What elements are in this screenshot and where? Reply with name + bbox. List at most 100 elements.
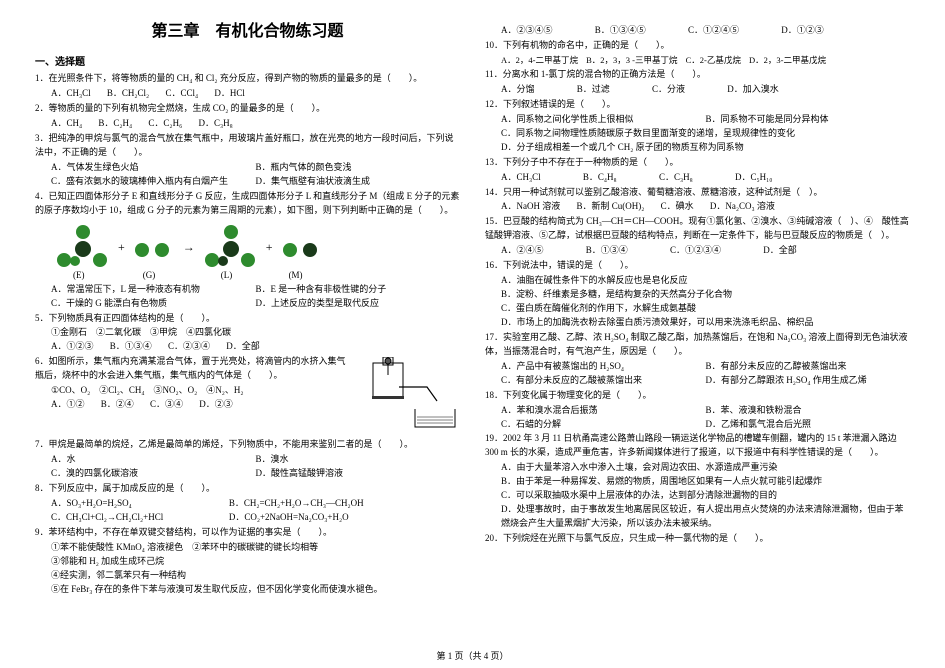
q3-opt-c: C．盛有浓氨水的玻璃棒伸入瓶内有白烟产生: [51, 175, 256, 189]
q2-opt-c: C．C₂H₆: [148, 117, 182, 131]
q6-opt-b: B．②④: [101, 398, 134, 412]
q2-opt-d: D．C₃H₈: [198, 117, 232, 131]
question-17: 17．实验室用乙酸、乙醇、浓 H₂SO₄ 制取乙酸乙酯，加热蒸馏后，在饱和 Na…: [485, 331, 910, 359]
q11-opt-c: C．分液: [652, 83, 685, 97]
q9-sub1: ①苯不能使酸性 KMnO₄ 溶液褪色 ②苯环中的碳碳键的键长均相等: [35, 541, 460, 555]
q19-opt-b: B．由于苯是一种易挥发、易燃的物质，周围地区如果有一人点火就可能引起爆炸: [485, 475, 910, 489]
q7-opt-b: B．溴水: [256, 453, 461, 467]
q5-opt-a: A．①②③: [51, 340, 94, 354]
q12-opt-d: D．分子组成相差一个或几个 CH₂ 原子团的物质互称为同系物: [501, 141, 910, 155]
molecule-l-icon: (L): [203, 225, 258, 271]
question-1: 1．在光照条件下，将等物质的量的 CH₄ 和 Cl₂ 充分反应，得到产物的物质的…: [35, 72, 460, 86]
q14-opt-a: A．NaOH 溶液: [501, 200, 560, 214]
question-4: 4．已知正四面体形分子 E 和直线形分子 G 反应，生成四面体形分子 L 和直线…: [35, 190, 460, 218]
q4-opt-a: A．常温常压下，L 是一种液态有机物: [51, 283, 256, 297]
q12-opt-a: A．同系物之间化学性质上很相似: [501, 113, 706, 127]
q9-opt-b: B．①③④⑤: [595, 24, 646, 38]
q11-options: A．分馏 B．过滤 C．分液 D．加入溴水: [485, 83, 910, 97]
q12-opts: A．同系物之间化学性质上很相似 B．同系物不可能是同分异构体 C．同系物之间物理…: [485, 113, 910, 155]
q1-opt-d: D．HCl: [214, 87, 245, 101]
q19-opt-a: A．由于大量苯溶入水中渗入土壤，会对周边农田、水源造成严重污染: [485, 461, 910, 475]
q9-sub3: ④经实测，邻二氯苯只有一种结构: [35, 569, 460, 583]
q9-opt-a: A．②③④⑤: [501, 24, 553, 38]
q15-opt-a: A．②④⑤: [501, 244, 544, 258]
right-column: A．②③④⑤ B．①③④⑤ C．①②④⑤ D．①②③ 10．下列有机物的命名中，…: [485, 20, 910, 635]
q16-opt-a: A．油脂在碱性条件下的水解反应也是皂化反应: [485, 274, 910, 288]
q14-options: A．NaOH 溶液 B．新制 Cu(OH)₂ C．碘水 D．Na₂CO₃ 溶液: [485, 200, 910, 214]
q8-opt-a: A．SO₃+H₂O=H₂SO₄: [51, 497, 229, 511]
q18-opt-c: C．石蜡的分解: [501, 418, 706, 432]
q1-opt-a: A．CH₃Cl: [51, 87, 91, 101]
question-15: 15．巴豆酸的结构简式为 CH₃—CH＝CH—COOH。现有①氯化氢、②溴水、③…: [485, 215, 910, 243]
q1-opt-b: B．CH₂Cl₂: [107, 87, 149, 101]
q17-opts: A．产品中有被蒸馏出的 H₂SO₄ B．有部分未反应的乙醇被蒸馏出来 C．有部分…: [485, 360, 910, 388]
q13-opt-c: C．C₃H₈: [659, 171, 693, 185]
q9-options: A．②③④⑤ B．①③④⑤ C．①②④⑤ D．①②③: [485, 24, 910, 38]
q2-opt-a: A．CH₄: [51, 117, 82, 131]
q1-opt-c: C．CCl₄: [165, 87, 198, 101]
question-18: 18．下列变化属于物理变化的是（ ）。: [485, 389, 910, 403]
question-2: 2．等物质的量的下列有机物完全燃烧，生成 CO₂ 的量最多的是（ ）。: [35, 102, 460, 116]
q4-opt-c: C．干燥的 G 能漂白有色物质: [51, 297, 256, 311]
q18-opt-b: B．苯、液溴和铁粉混合: [706, 404, 911, 418]
q15-opt-b: B．①③④: [586, 244, 628, 258]
left-column: 第三章 有机化合物练习题 一、选择题 1．在光照条件下，将等物质的量的 CH₄ …: [35, 20, 460, 635]
q13-opt-a: A．CH₃Cl: [501, 171, 541, 185]
q6-opt-a: A．①②: [51, 398, 85, 412]
q5-opt-b: B．①③④: [110, 340, 152, 354]
q17-opt-d: D．有部分乙醇跟浓 H₂SO₄ 作用生成乙烯: [706, 374, 911, 388]
q4-opts: A．常温常压下，L 是一种液态有机物 B．E 是一种含有非极性键的分子 C．干燥…: [35, 283, 460, 311]
q10-opt-c: C．2-乙基戊烷: [686, 55, 741, 65]
question-14: 14．只用一种试剂就可以鉴别乙酸溶液、葡萄糖溶液、蔗糖溶液，这种试剂是（ ）。: [485, 186, 910, 200]
q3-opt-b: B．瓶内气体的颜色变浅: [256, 161, 461, 175]
q11-opt-b: B．过滤: [577, 83, 610, 97]
q6-opt-c: C．③④: [150, 398, 183, 412]
q13-options: A．CH₃Cl B．C₄H₈ C．C₃H₈ D．C₅H₁₀: [485, 171, 910, 185]
question-11: 11．分离水和 1-氯丁烷的混合物的正确方法是（ ）。: [485, 68, 910, 82]
q12-opt-b: B．同系物不可能是同分异构体: [706, 113, 911, 127]
question-13: 13．下列分子中不存在于一种物质的是（ ）。: [485, 156, 910, 170]
q10-options: A．2，4-二甲基丁烷 B．2，3，3 -三甲基丁烷 C．2-乙基戊烷 D．2，…: [485, 54, 910, 67]
q8-opt-c: C．CH₃Cl+Cl₂→CH₂Cl₂+HCl: [51, 511, 229, 525]
arrow-icon: →: [183, 238, 195, 257]
q18-opts: A．苯和溴水混合后振荡 B．苯、液溴和铁粉混合 C．石蜡的分解 D．乙烯和氯气混…: [485, 404, 910, 432]
page-container: 第三章 有机化合物练习题 一、选择题 1．在光照条件下，将等物质的量的 CH₄ …: [35, 20, 910, 635]
q15-options: A．②④⑤ B．①③④ C．①②③④ D．全部: [485, 244, 910, 258]
section-heading: 一、选择题: [35, 55, 460, 71]
flask-apparatus-icon: [355, 357, 460, 435]
doc-title: 第三章 有机化合物练习题: [35, 20, 460, 45]
question-16: 16．下列说法中，错误的是（ ）。: [485, 259, 910, 273]
q12-opt-c: C．同系物之间物理性质随碳原子数目里面渐变的递增，呈现规律性的变化: [501, 127, 910, 141]
q14-opt-d: D．Na₂CO₃ 溶液: [710, 200, 775, 214]
q3-opts: A．气体发生绿色火焰 B．瓶内气体的颜色变浅 C．盛有浓氨水的玻璃棒伸入瓶内有白…: [35, 161, 460, 189]
mol-label-e: (E): [73, 269, 85, 283]
q4-opt-d: D．上述反应的类型是取代反应: [256, 297, 461, 311]
q9-opt-d: D．①②③: [781, 24, 824, 38]
q5-opt-d: D．全部: [226, 340, 260, 354]
q6-opt-d: D．②③: [199, 398, 233, 412]
question-9: 9．苯环结构中，不存在单双键交替结构，可以作为证据的事实是（ ）。: [35, 526, 460, 540]
q5-options: A．①②③ B．①③④ C．②③④ D．全部: [35, 340, 460, 354]
q11-opt-a: A．分馏: [501, 83, 535, 97]
question-5: 5．下列物质具有正四面体结构的是（ ）。: [35, 312, 460, 326]
q17-opt-c: C．有部分未反应的乙酸被蒸馏出来: [501, 374, 706, 388]
q7-opt-a: A．水: [51, 453, 256, 467]
q18-opt-d: D．乙烯和氯气混合后光照: [706, 418, 911, 432]
q10-opt-d: D．2，3-二甲基戊烷: [749, 55, 826, 65]
question-19: 19．2002 年 3 月 11 日杭甬高速公路萧山路段一辆运送化学物品的槽罐车…: [485, 432, 910, 460]
q6-wrap: 6．如图所示，集气瓶内充满某混合气体，置于光亮处，将滴管内的水挤入集气瓶后，烧杯…: [35, 355, 460, 437]
molecule-e-icon: (E): [55, 225, 110, 271]
q3-opt-d: D．集气瓶壁有油状液滴生成: [256, 175, 461, 189]
mol-label-g: (G): [143, 269, 156, 283]
plus2-icon: +: [266, 238, 273, 257]
q17-opt-b: B．有部分未反应的乙醇被蒸馏出来: [706, 360, 911, 374]
page-footer: 第 1 页（共 4 页）: [0, 649, 945, 662]
q13-opt-d: D．C₅H₁₀: [735, 171, 772, 185]
question-8: 8．下列反应中，属于加成反应的是（ ）。: [35, 482, 460, 496]
q5-sub: ①金刚石 ②二氧化碳 ③甲烷 ④四氯化碳: [35, 326, 460, 340]
q19-opt-c: C．可以采取抽吸水渠中上层液体的办法，达到部分清除泄漏物的目的: [485, 489, 910, 503]
q9-sub2: ③邻能和 H₂ 加成生成环己烷: [35, 555, 460, 569]
q16-opt-b: B．淀粉、纤维素是多糖，是结构复杂的天然高分子化合物: [485, 288, 910, 302]
q14-opt-b: B．新制 Cu(OH)₂: [577, 200, 645, 214]
q2-options: A．CH₄ B．C₂H₄ C．C₂H₆ D．C₃H₈: [35, 117, 460, 131]
